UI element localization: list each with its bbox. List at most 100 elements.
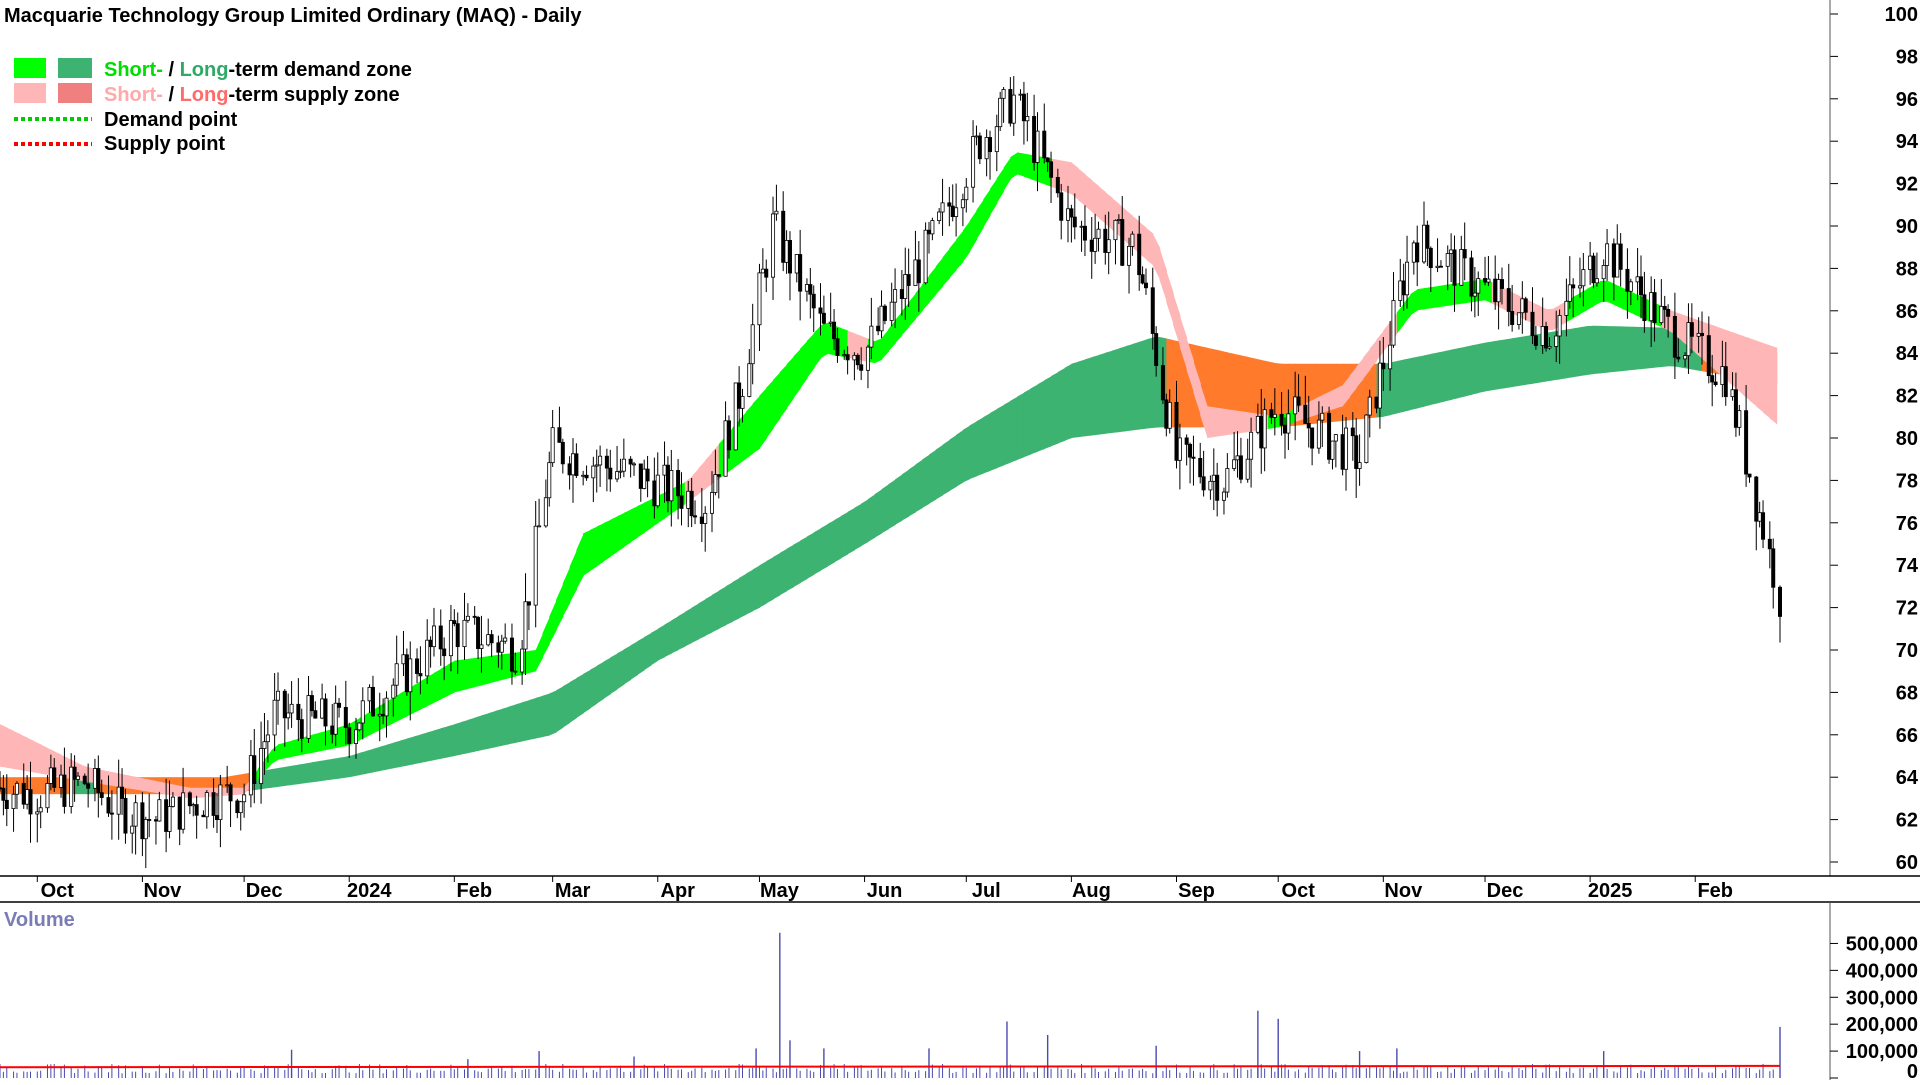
candle-body — [306, 695, 311, 739]
short-term-zone — [0, 152, 1778, 799]
long-term-zone-segment — [237, 773, 245, 793]
candle-body — [1055, 176, 1060, 194]
candle-body — [177, 796, 182, 830]
candle-body — [1167, 401, 1172, 429]
short-term-zone-segment — [1763, 342, 1771, 419]
candle-body — [442, 648, 447, 657]
candle-body — [1201, 476, 1206, 491]
short-term-zone-segment — [1227, 409, 1235, 435]
vol-ytick-label: 500,000 — [1846, 933, 1918, 955]
xtick-label: Aug — [1072, 880, 1111, 902]
candle-body — [343, 706, 348, 728]
candle-body — [747, 363, 752, 397]
candle-body — [632, 463, 637, 466]
long-term-zone-segment — [474, 715, 483, 752]
ytick-label: 98 — [1896, 46, 1918, 68]
candle-body — [1638, 276, 1643, 296]
long-term-zone-segment — [935, 444, 944, 500]
long-term-zone-segment — [881, 484, 889, 534]
candle-body — [418, 673, 423, 677]
long-term-zone-segment — [1390, 360, 1398, 416]
candle-body — [570, 453, 575, 476]
short-term-zone-segment — [1586, 284, 1595, 311]
short-term-zone-segment — [1396, 303, 1405, 334]
candle-body — [1730, 389, 1735, 398]
candle-body — [1510, 311, 1515, 325]
long-term-zone-segment — [440, 726, 449, 759]
candle-body — [211, 792, 216, 816]
candle-body — [1215, 474, 1220, 501]
candle-body — [1696, 332, 1701, 337]
long-term-zone-segment — [1505, 338, 1513, 389]
candle-body — [879, 305, 884, 332]
long-term-zone-segment — [834, 515, 842, 563]
candle-body — [699, 516, 704, 524]
ytick-label: 80 — [1896, 428, 1918, 450]
candle-body — [309, 695, 314, 712]
candle-body — [130, 825, 135, 834]
long-term-zone-segment — [1145, 337, 1154, 429]
short-term-zone-segment — [1607, 280, 1615, 305]
long-term-zone-segment — [1430, 352, 1439, 405]
long-term-zone-segment — [1037, 380, 1045, 452]
ytick-label: 62 — [1896, 810, 1918, 832]
long-term-zone-segment — [915, 459, 923, 513]
long-term-zone-segment — [1139, 339, 1147, 430]
candle-body — [425, 639, 430, 677]
candle-body — [96, 768, 101, 794]
candle-body — [781, 210, 786, 263]
short-term-zone-segment — [549, 600, 557, 644]
xtick-label: Dec — [1487, 880, 1524, 902]
candle-body — [242, 794, 247, 803]
short-term-zone-segment — [1424, 287, 1432, 310]
ytick-label: 84 — [1896, 343, 1919, 365]
short-term-zone-segment — [603, 519, 611, 562]
candle-body — [994, 126, 999, 153]
short-term-zone-segment — [528, 650, 537, 673]
long-term-zone-segment — [1471, 344, 1479, 395]
short-term-zone-segment — [1444, 284, 1452, 307]
candle-body — [1232, 459, 1237, 469]
candle-body — [4, 799, 9, 810]
short-term-zone-segment — [996, 167, 1005, 204]
ytick-label: 96 — [1896, 89, 1918, 111]
short-term-zone-segment — [1240, 411, 1249, 433]
short-term-zone-segment — [1098, 186, 1106, 224]
long-term-zone-segment — [569, 678, 577, 723]
long-term-zone-segment — [1023, 388, 1032, 458]
candle-body — [662, 464, 667, 476]
candle-body — [147, 819, 152, 821]
candle-body — [299, 719, 304, 739]
candle-body — [1605, 243, 1610, 266]
xtick-label: Oct — [1282, 880, 1316, 902]
candle-body — [733, 382, 738, 451]
long-term-zone-segment — [766, 556, 774, 604]
candle-body — [1221, 491, 1226, 501]
long-term-zone-segment — [827, 520, 835, 567]
candle-body — [201, 814, 206, 818]
long-term-zone-segment — [976, 417, 984, 477]
ytick-label: 68 — [1896, 682, 1918, 704]
short-term-zone-segment — [40, 744, 49, 775]
candle-body — [1120, 219, 1125, 266]
long-term-zone-segment — [678, 611, 686, 650]
candle-body — [1364, 414, 1369, 463]
candle-body — [86, 783, 91, 789]
long-term-zone-segment — [1078, 359, 1086, 438]
short-term-zone-segment — [888, 320, 896, 352]
candle-body — [11, 793, 16, 810]
long-term-zone-segment — [928, 449, 937, 504]
long-term-zone-segment — [922, 454, 930, 508]
legend-short-supply-swatch — [14, 83, 46, 103]
candle-body — [645, 468, 650, 482]
legend-supply-sep: / — [168, 84, 174, 106]
long-term-zone-segment — [325, 758, 333, 781]
candle-body — [1286, 413, 1291, 434]
candle-body — [737, 382, 742, 409]
candle-body — [1045, 157, 1050, 163]
long-term-zone-segment — [1010, 396, 1018, 463]
candle-body — [1303, 404, 1308, 424]
candle-body — [984, 137, 989, 160]
short-term-zone-segment — [1003, 157, 1011, 192]
